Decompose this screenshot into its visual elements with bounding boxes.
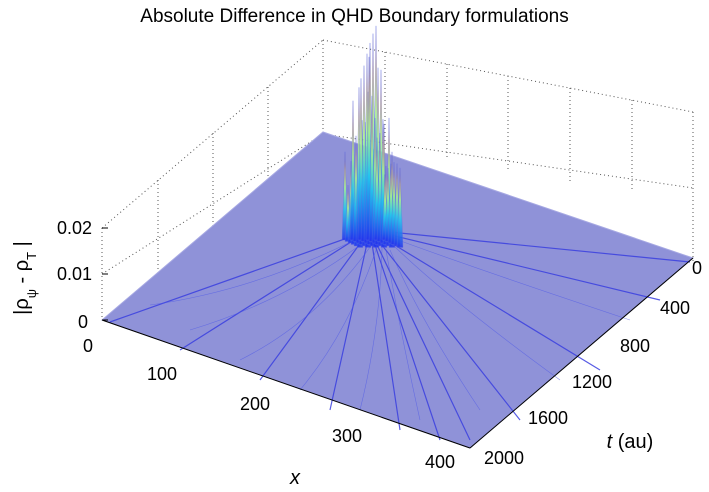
t-tick-1200: 1200 xyxy=(572,372,612,392)
z-axis-label: |ρψ - ρT | xyxy=(11,241,39,315)
x-tick-200: 200 xyxy=(240,394,270,414)
x-tick-0: 0 xyxy=(83,336,93,356)
z-axis: 0 0.01 0.02 |ρψ - ρT | xyxy=(11,218,108,332)
chart-title: Absolute Difference in QHD Boundary form… xyxy=(140,6,569,27)
t-tick-800: 800 xyxy=(620,336,650,356)
t-tick-400: 400 xyxy=(660,298,690,318)
z-tick-0.02: 0.02 xyxy=(57,218,92,238)
t-tick-0: 0 xyxy=(692,258,702,278)
surface-peaks xyxy=(341,25,404,248)
x-tick-100: 100 xyxy=(147,364,177,384)
z-tick-0.01: 0.01 xyxy=(57,264,92,284)
surface-mesh-texture xyxy=(149,231,631,421)
t-tick-1600: 1600 xyxy=(528,408,568,428)
t-axis: 0 400 800 1200 1600 2000 t (au) xyxy=(484,258,702,468)
x-axis: 0 100 200 300 400 x xyxy=(83,336,455,489)
surface-spike xyxy=(396,167,404,248)
x-tick-400: 400 xyxy=(425,452,455,472)
z-tick-0: 0 xyxy=(78,312,88,332)
t-tick-2000: 2000 xyxy=(484,448,524,468)
x-tick-300: 300 xyxy=(332,426,362,446)
x-axis-label: x xyxy=(289,467,301,489)
axis-lines xyxy=(101,257,694,449)
t-axis-label: t (au) xyxy=(607,431,654,453)
surface-ridges xyxy=(109,229,691,441)
